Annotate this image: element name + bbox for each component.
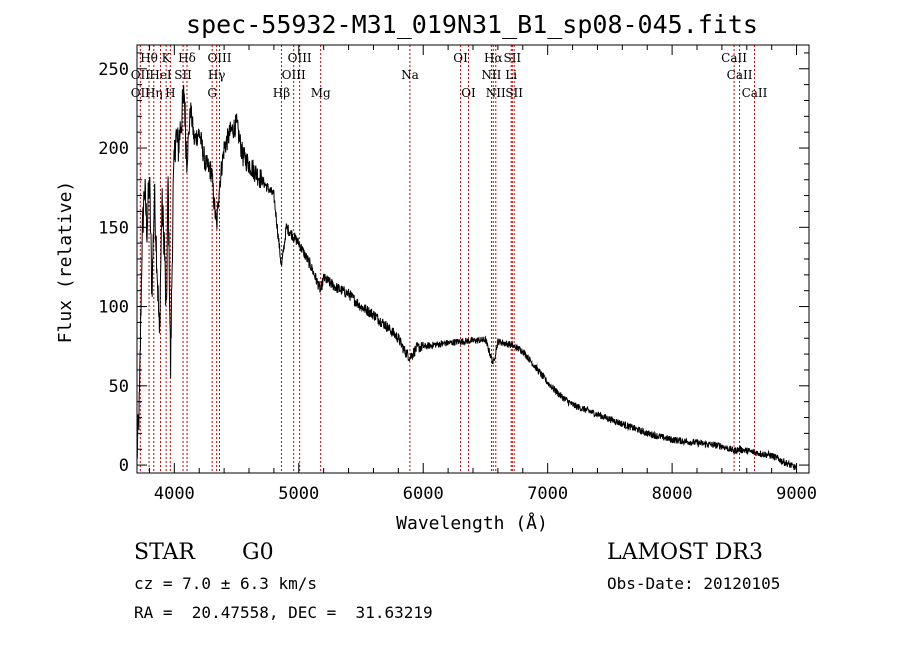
- line-label: H: [165, 86, 175, 100]
- emission-line-markers: [139, 45, 755, 473]
- line-label: Hα: [484, 51, 503, 65]
- line-label: CaII: [727, 68, 753, 82]
- line-label: OII: [131, 86, 151, 100]
- y-tick-label: 0: [119, 456, 129, 476]
- line-label: K: [162, 51, 172, 65]
- x-tick-label: 9000: [776, 484, 817, 504]
- line-label: SII: [174, 68, 192, 82]
- line-label: Hγ: [208, 68, 226, 82]
- line-label: CaII: [721, 51, 747, 65]
- redshift-text: cz = 7.0 ± 6.3 km/s: [134, 574, 318, 593]
- plot-frame: [136, 44, 810, 474]
- y-tick-label: 50: [109, 377, 129, 397]
- x-tick-label: 8000: [652, 484, 693, 504]
- line-label: Mg: [311, 86, 331, 100]
- line-label: NII: [486, 86, 506, 100]
- line-label: OII: [131, 68, 151, 82]
- line-label: Hη: [145, 86, 163, 100]
- line-label: Na: [401, 68, 419, 82]
- y-axis-label: Flux (relative): [55, 181, 76, 344]
- line-label: OI: [461, 86, 476, 100]
- line-label: Hβ: [273, 86, 290, 100]
- line-label: Hδ: [178, 51, 196, 65]
- x-axis-ticks: 4000 5000 6000 7000 8000 9000: [148, 45, 817, 504]
- line-label: Li: [505, 68, 517, 82]
- survey-label: LAMOST DR3: [607, 540, 763, 565]
- spectrum-line: [136, 85, 798, 471]
- y-tick-label: 100: [98, 298, 129, 318]
- line-label: G: [207, 86, 217, 100]
- y-axis-ticks: 0 50 100 150 200 250: [98, 52, 809, 476]
- line-label: OIII: [207, 51, 231, 65]
- line-label: OI: [453, 51, 468, 65]
- line-label: SII: [505, 86, 523, 100]
- object-subclass-label: G0: [242, 540, 274, 565]
- obs-date-text: Obs-Date: 20120105: [607, 574, 781, 593]
- x-axis-label: Wavelength (Å): [396, 512, 548, 534]
- x-tick-label: 7000: [527, 484, 568, 504]
- line-label: OIII: [288, 51, 312, 65]
- y-tick-label: 150: [98, 218, 129, 238]
- line-label: HeI: [149, 68, 172, 82]
- x-tick-label: 4000: [154, 484, 195, 504]
- line-label: OIII: [282, 68, 306, 82]
- chart-title: spec-55932-M31_019N31_B1_sp08-045.fits: [186, 10, 758, 39]
- line-label: NII: [481, 68, 501, 82]
- y-tick-label: 250: [98, 60, 129, 80]
- line-label: Hθ: [140, 51, 158, 65]
- y-tick-label: 200: [98, 139, 129, 159]
- line-label: CaII: [742, 86, 768, 100]
- x-tick-label: 6000: [403, 484, 444, 504]
- object-class-label: STAR: [134, 540, 195, 565]
- line-label: SII: [503, 51, 521, 65]
- x-tick-label: 5000: [278, 484, 319, 504]
- coordinates-text: RA = 20.47558, DEC = 31.63219: [134, 603, 433, 622]
